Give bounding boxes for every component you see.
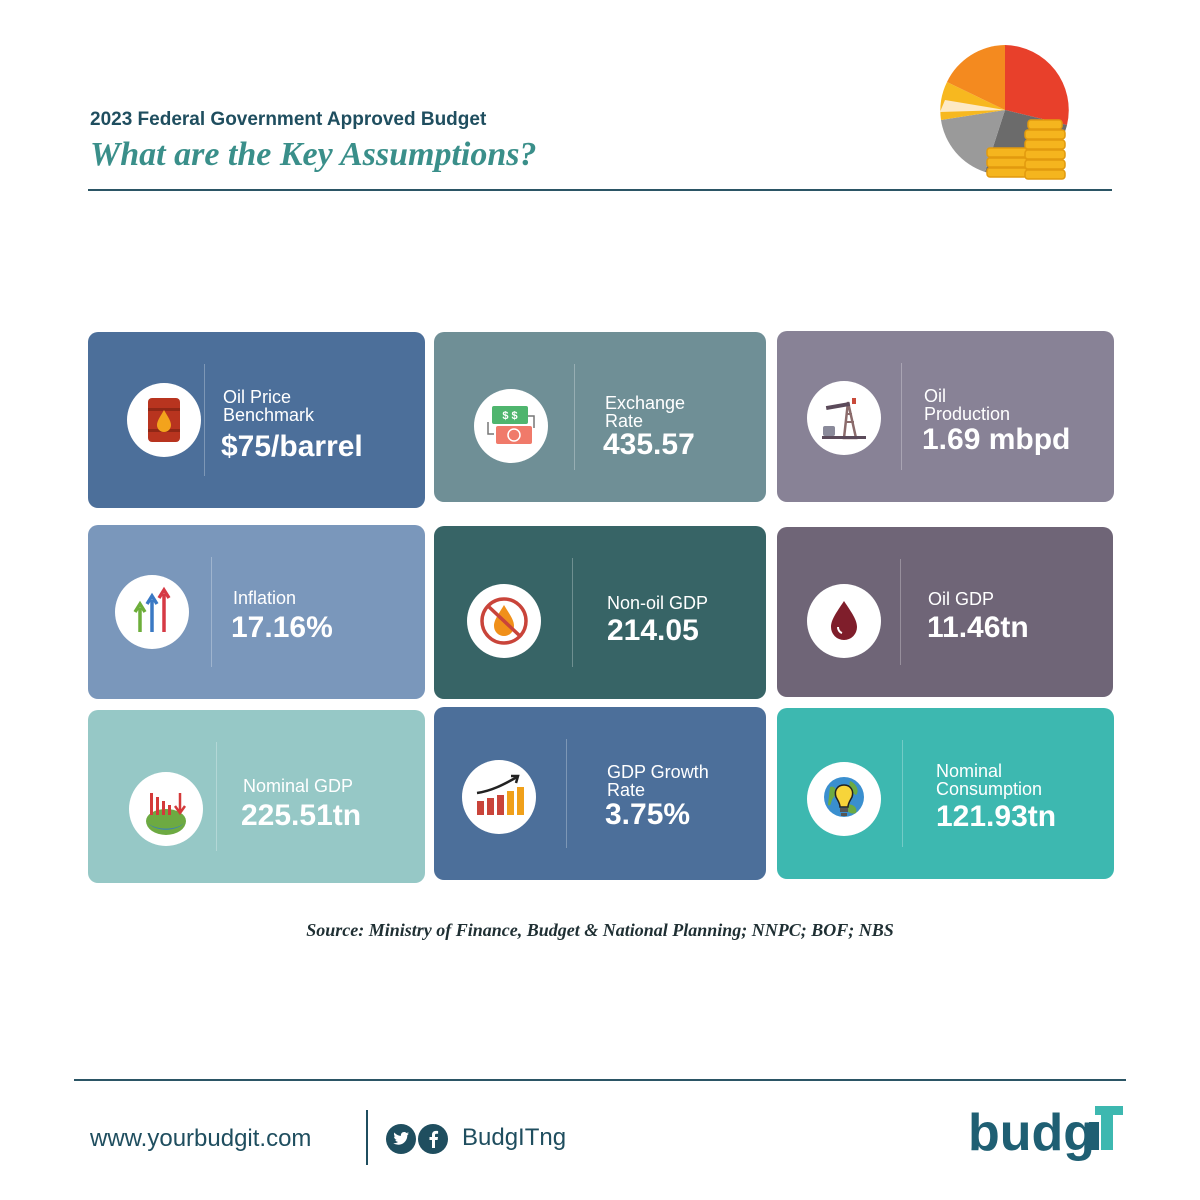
card-oil-gdp: Oil GDP 11.46tn [777, 527, 1113, 697]
rising-arrows-icon [115, 575, 189, 649]
svg-text:budg: budg [968, 1104, 1095, 1162]
card-nominal-gdp: Nominal GDP 225.51tn [88, 710, 425, 883]
website-link[interactable]: www.yourbudgit.com [90, 1125, 312, 1152]
twitter-icon[interactable] [386, 1124, 416, 1154]
card-divider [216, 742, 217, 851]
card-divider [902, 740, 903, 847]
card-exchange-rate: $ $ Exchange Rate 435.57 [434, 332, 766, 502]
card-divider [566, 739, 567, 848]
card-label: Oil Price Benchmark [223, 387, 315, 425]
card-value: 214.05 [607, 614, 699, 647]
card-label: Nominal Consumption [936, 761, 1043, 799]
oil-pump-icon [807, 381, 881, 455]
card-nominal-consumption: Nominal Consumption 121.93tn [777, 708, 1114, 879]
header-divider [88, 189, 1112, 191]
card-value: 17.16% [231, 611, 333, 644]
card-label: GDP Growth Rate [607, 762, 709, 800]
card-divider [901, 363, 902, 470]
pie-chart-coins-icon [940, 45, 1069, 180]
card-divider [211, 557, 212, 667]
card-value: $75/barrel [221, 430, 363, 463]
svg-text:$ $: $ $ [502, 410, 517, 422]
footer-separator [366, 1110, 368, 1165]
currency-exchange-icon: $ $ [474, 389, 548, 463]
card-value: 121.93tn [936, 800, 1057, 833]
card-oil-production: Oil Production 1.69 mbpd [777, 331, 1114, 502]
globe-lightbulb-icon [807, 762, 881, 836]
card-label: Non-oil GDP [607, 593, 709, 613]
card-non-oil-gdp: Non-oil GDP 214.05 [434, 526, 766, 699]
declining-bars-earth-icon [129, 772, 203, 846]
page-title: What are the Key Assumptions? [90, 136, 537, 173]
card-value: 1.69 mbpd [922, 423, 1071, 456]
card-divider [572, 558, 573, 667]
card-label: Oil Production [924, 386, 1011, 424]
card-label: Inflation [233, 588, 297, 608]
card-value: 225.51tn [241, 799, 362, 832]
card-divider [574, 364, 575, 470]
social-handle[interactable]: BudgITng [462, 1124, 567, 1151]
card-gdp-growth-rate: GDP Growth Rate 3.75% [434, 707, 766, 880]
card-divider [204, 364, 205, 476]
card-label: Exchange Rate [605, 393, 686, 431]
card-inflation: Inflation 17.16% [88, 525, 425, 699]
oil-barrel-icon [127, 383, 201, 457]
oil-drop-icon [807, 584, 881, 658]
card-value: 11.46tn [927, 611, 1029, 644]
card-label: Oil GDP [928, 589, 995, 609]
card-value: 435.57 [603, 428, 695, 461]
page-subtitle: 2023 Federal Government Approved Budget [90, 109, 487, 130]
card-label: Nominal GDP [243, 776, 354, 796]
card-divider [900, 559, 901, 665]
no-oil-icon [467, 584, 541, 658]
card-value: 3.75% [605, 798, 691, 831]
facebook-icon[interactable] [418, 1124, 448, 1154]
card-oil-price-benchmark: Oil Price Benchmark $75/barrel [88, 332, 425, 508]
source-note: Source: Ministry of Finance, Budget & Na… [306, 920, 894, 940]
budgit-logo: budg [968, 1104, 1123, 1162]
footer-divider [74, 1079, 1126, 1081]
growth-chart-icon [462, 760, 536, 834]
